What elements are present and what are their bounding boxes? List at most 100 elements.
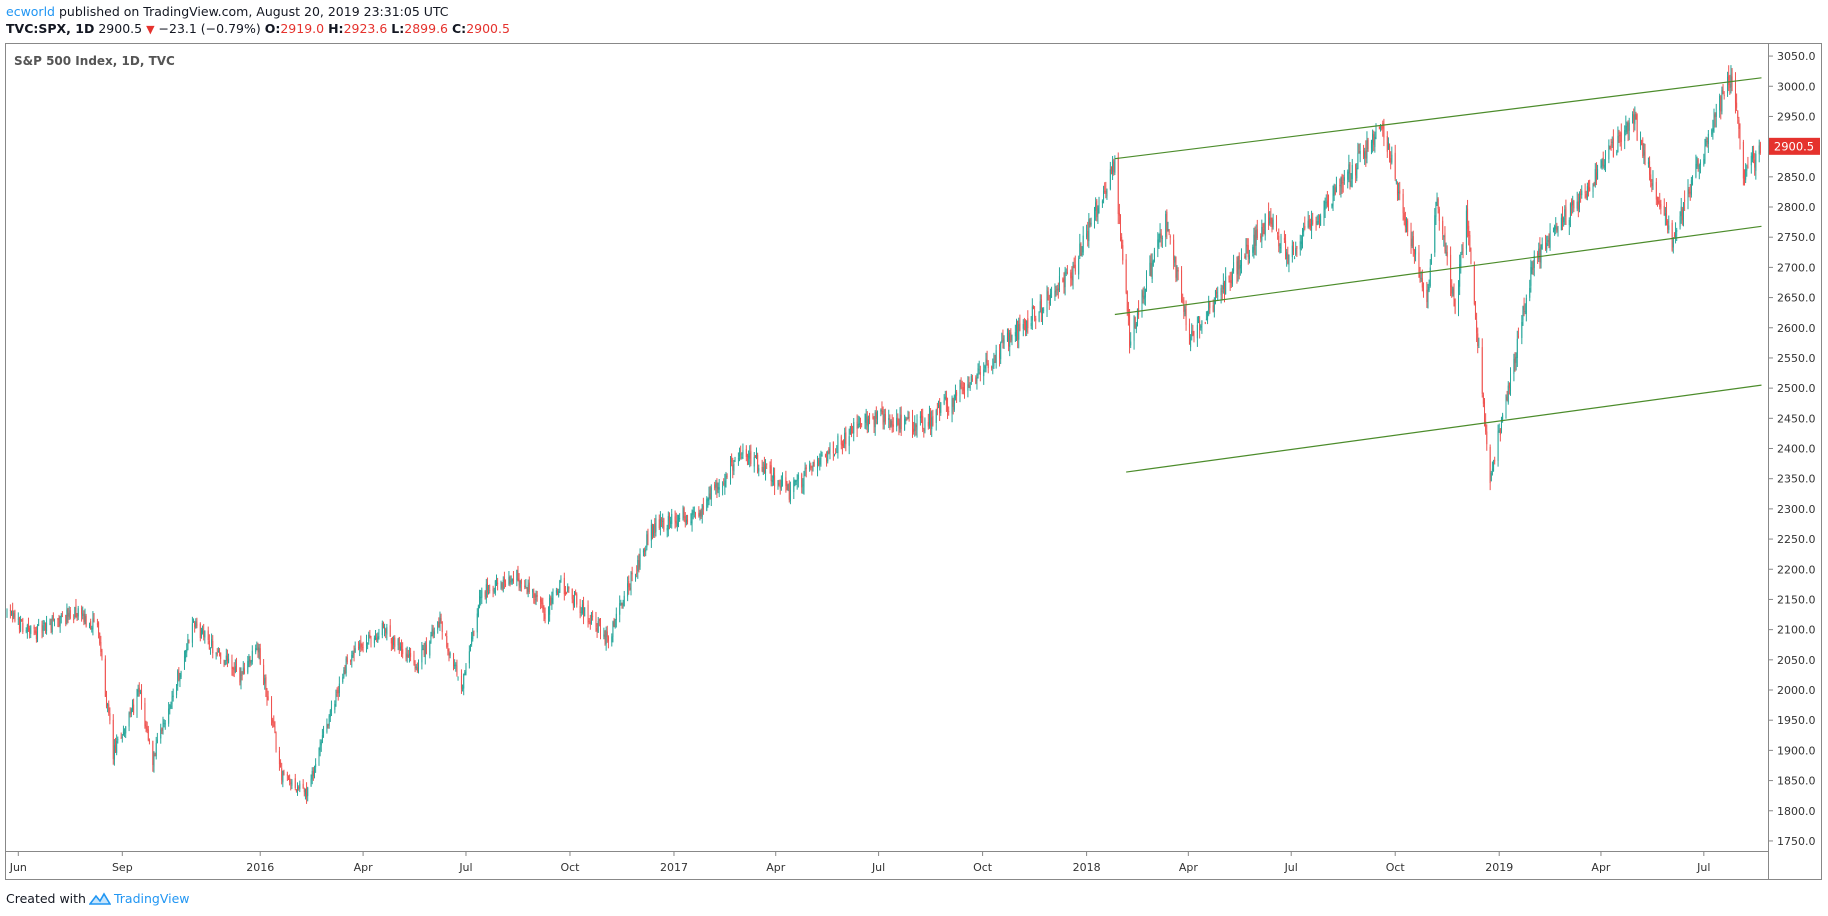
candle-body [527, 584, 529, 593]
candle-body [829, 443, 831, 453]
candle-body [802, 484, 804, 486]
candle-body [508, 577, 510, 584]
candle-body [733, 463, 735, 472]
candle-body [242, 667, 244, 675]
candle-body [196, 623, 198, 627]
candle-body [635, 574, 637, 576]
candle-body [1228, 276, 1230, 280]
candle-body [1438, 209, 1440, 221]
candle-body [211, 639, 213, 646]
candle-body [336, 691, 338, 693]
candle-body [550, 597, 552, 605]
candle-body [985, 358, 987, 368]
candle-body [1555, 225, 1557, 230]
candle-body [1104, 190, 1106, 192]
candle-body [1625, 125, 1627, 133]
candle-body [1588, 188, 1590, 189]
candle-body [869, 417, 871, 419]
x-tick-label: 2016 [246, 861, 274, 874]
candle-body [1505, 395, 1507, 416]
candle-body [1161, 238, 1163, 239]
tradingview-link[interactable]: TradingView [113, 891, 190, 906]
candle-body [75, 604, 77, 614]
candle-body [1633, 114, 1635, 124]
candle-body [138, 687, 140, 693]
candle-body [1026, 320, 1028, 333]
candle-body [540, 598, 542, 602]
candle-body [646, 534, 648, 548]
candle-body [89, 623, 91, 628]
candle-body [26, 624, 28, 633]
candle-body [976, 376, 978, 382]
candle-body [1755, 153, 1757, 171]
candle-body [362, 647, 364, 648]
candle-body [559, 580, 561, 593]
candle-body [1738, 119, 1740, 129]
candle-body [1396, 182, 1398, 196]
candle-body [437, 621, 439, 630]
candle-body [729, 459, 731, 479]
candle-body [195, 621, 197, 629]
candle-body [1129, 314, 1131, 347]
candle-body [890, 421, 892, 427]
candle-body [1168, 229, 1170, 234]
x-tick-label: Jul [1696, 861, 1710, 874]
candle-body [1166, 212, 1168, 233]
candle-body [1390, 158, 1392, 163]
channel-line[interactable] [1114, 225, 1762, 316]
candle-body [1459, 264, 1461, 287]
candle-body [567, 586, 569, 592]
candle-body [1668, 225, 1670, 230]
candle-body [1141, 293, 1143, 313]
candle-body [1380, 125, 1382, 127]
candle-body [1309, 224, 1311, 228]
candle-body [691, 512, 693, 524]
candle-body [1255, 230, 1257, 246]
candle-body [104, 658, 106, 697]
candle-body [1547, 239, 1549, 243]
candle-body [741, 457, 743, 458]
candle-body [714, 484, 716, 489]
candle-body [1506, 396, 1508, 401]
candle-body [1404, 218, 1406, 228]
candle-body [1560, 217, 1562, 230]
candle-body [1032, 306, 1034, 309]
candle-body [373, 637, 375, 644]
candle-body [811, 466, 813, 468]
candle-body [1299, 241, 1301, 250]
x-tick-label: 2017 [660, 861, 688, 874]
candle-body [1644, 151, 1646, 166]
candle-body [900, 414, 902, 430]
channel-line[interactable] [1126, 384, 1762, 473]
channel-line[interactable] [1114, 77, 1762, 160]
candle-body [137, 689, 139, 696]
author-link[interactable]: ecworld [6, 4, 55, 19]
candle-body [964, 391, 966, 393]
candle-body [83, 613, 85, 623]
candle-body [1628, 122, 1630, 131]
candle-body [1143, 295, 1145, 300]
candle-body [1684, 199, 1686, 202]
candle-body [168, 708, 170, 724]
candle-body [710, 487, 712, 500]
candle-body [1485, 421, 1487, 432]
candle-body [162, 723, 164, 733]
candle-body [1089, 222, 1091, 225]
candle-body [1595, 172, 1597, 182]
candle-body [329, 710, 331, 717]
candle-body [306, 787, 308, 798]
candle-body [1737, 110, 1739, 119]
candle-body [1564, 209, 1566, 217]
candle-body [1073, 264, 1075, 268]
candle-body [1238, 255, 1240, 270]
candle-body [785, 477, 787, 486]
candle-body [853, 421, 855, 434]
candle-body [402, 649, 404, 655]
close-label: C: [452, 21, 467, 36]
candle-body [1569, 203, 1571, 219]
candle-body [147, 729, 149, 741]
candle-body [1406, 223, 1408, 231]
candle-body [663, 518, 665, 530]
candle-body [1753, 151, 1755, 159]
